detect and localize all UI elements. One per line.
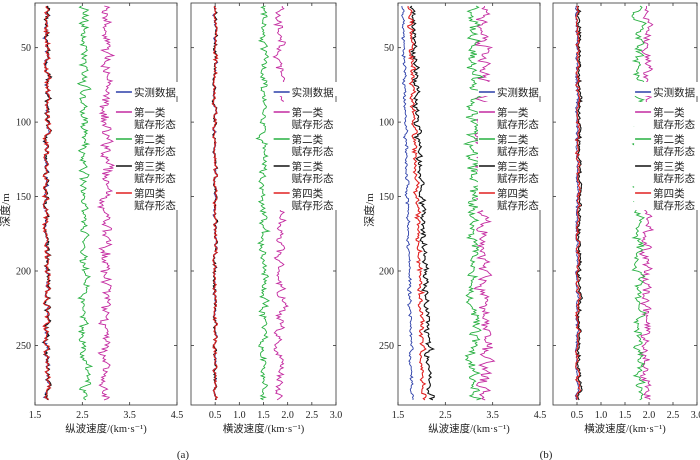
y-tick-label: 200 [16,267,31,278]
y-tick-label: 50 [21,43,31,54]
panel-label-a: (a) [177,449,190,460]
chart-panel-1: 1.5 2.5 3.5 4.5 纵波速度/(km·s⁻¹) 50 100 150 200 250 实… [16,2,184,435]
legend-bg [114,102,181,129]
legend-bg [272,102,339,129]
legend-label: 实测数据 [653,86,695,99]
series-line-3 [255,5,271,401]
series-line-2 [96,5,116,401]
legend-bg [114,129,181,156]
y-tick-label: 250 [379,341,394,352]
legend-bg [634,102,700,129]
x-axis-label: 纵波速度/(km·s⁻¹) [65,422,147,435]
y-tick-label: 50 [384,43,394,54]
legend-bg [634,156,700,183]
legend-bg [477,156,544,183]
series-line-5 [406,5,427,401]
legend-label: 实测数据 [134,86,176,99]
x-tick-label: 1.5 [29,410,42,421]
series-line-3 [462,5,486,401]
x-axis-label: 横波速度/(km·s⁻¹) [584,422,666,435]
legend-label: 第四类赋存形态 [292,187,334,212]
x-tick-label: 1.5 [619,410,632,421]
legend-label: 第四类赋存形态 [497,187,539,212]
legend-label: 第三类赋存形态 [497,160,539,185]
y-axis-label-b: 深度/m [362,193,376,227]
series-line-4 [409,5,436,401]
x-tick-label: 2.0 [643,410,656,421]
x-tick-label: 3.5 [486,410,499,421]
series-line-3 [76,5,94,401]
series-line-4 [575,5,584,401]
legend-bg [272,156,339,183]
y-tick-label: 200 [379,267,394,278]
x-tick-label: 2.5 [76,410,89,421]
chart-panel-4: 0.5 1.0 1.5 2.0 2.5 3.0 横波速度/(km·s⁻¹) 实测数据第一类赋存… [552,2,700,435]
legend-bg [634,183,700,210]
legend-bg [114,183,181,210]
legend-label: 第一类赋存形态 [653,106,695,131]
y-tick-label: 150 [379,192,394,203]
x-tick-label: 2.5 [439,410,452,421]
legend-label: 第三类赋存形态 [134,160,176,185]
x-tick-label: 2.0 [281,410,294,421]
x-tick-label: 1.5 [392,410,405,421]
legend-label: 实测数据 [292,86,334,99]
series-group [41,5,116,401]
legend-label: 实测数据 [497,86,539,99]
legend-label: 第四类赋存形态 [653,187,695,212]
x-tick-label: 2.5 [667,410,680,421]
series-line-5 [41,5,52,401]
x-tick-label: 1.5 [257,410,270,421]
legend-label: 第四类赋存形态 [134,187,176,212]
panel-label-b: (b) [540,449,553,460]
x-tick-label: 0.5 [571,410,584,421]
series-line-5 [211,5,219,401]
series-line-5 [574,5,582,401]
y-tick-label: 100 [16,118,31,129]
legend-label: 第二类赋存形态 [292,133,334,158]
legend-bg [634,129,700,156]
legend-label: 第二类赋存形态 [653,133,695,158]
x-tick-label: 3.0 [691,410,700,421]
x-tick-label: 2.5 [306,410,319,421]
legend-label: 第一类赋存形态 [134,106,176,131]
legend-bg [477,102,544,129]
x-tick-label: 4.5 [171,410,184,421]
legend-label: 第三类赋存形态 [653,160,695,185]
x-tick-label: 3.5 [123,410,136,421]
x-tick-label: 4.5 [534,410,547,421]
legend-bg [477,129,544,156]
legend-bg [272,129,339,156]
x-axis-label: 横波速度/(km·s⁻¹) [223,422,305,435]
legend-bg [114,156,181,183]
y-tick-label: 150 [16,192,31,203]
legend-label: 第三类赋存形态 [292,160,334,185]
chart-panel-3: 1.5 2.5 3.5 4.5 纵波速度/(km·s⁻¹) 50 100 150 200 250 实… [379,2,547,435]
legend-bg [477,183,544,210]
chart-panel-2: 0.5 1.0 1.5 2.0 2.5 3.0 横波速度/(km·s⁻¹) 实测数据第一类赋存… [190,2,343,435]
legend-label: 第二类赋存形态 [134,133,176,158]
y-axis-label-a: 深度/m [0,193,12,227]
y-tick-label: 100 [379,118,394,129]
y-tick-label: 250 [16,341,31,352]
x-tick-label: 3.0 [330,410,343,421]
x-axis-label: 纵波速度/(km·s⁻¹) [428,422,510,435]
legend-bg [272,183,339,210]
series-line-1 [401,5,415,400]
x-tick-label: 1.0 [233,410,246,421]
legend-label: 第二类赋存形态 [497,133,539,158]
legend-label: 第一类赋存形态 [497,106,539,131]
x-tick-label: 1.0 [595,410,608,421]
legend-label: 第一类赋存形态 [292,106,334,131]
x-tick-label: 0.5 [209,410,222,421]
